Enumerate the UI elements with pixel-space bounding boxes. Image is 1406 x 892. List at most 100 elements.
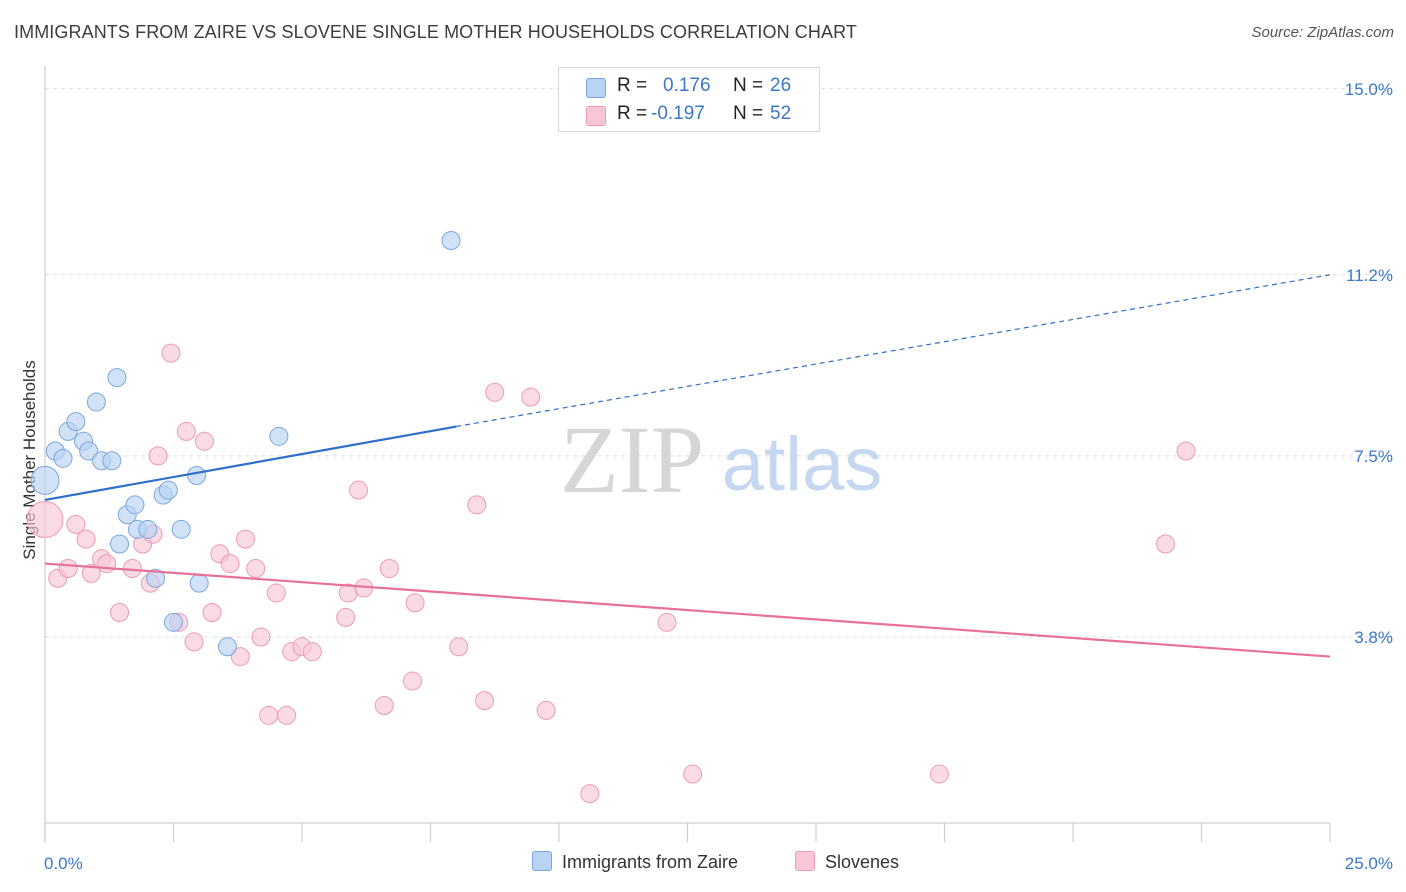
data-point-zaire [107, 368, 127, 388]
data-point-zaire [138, 519, 158, 539]
legend-n-value: 52 [770, 103, 792, 124]
data-point-slovenes [929, 764, 949, 784]
series-slovenes [26, 343, 1196, 804]
data-point-slovenes [374, 696, 394, 716]
trend-lines [44, 274, 1331, 658]
data-point-slovenes [66, 514, 86, 534]
data-point-slovenes [1156, 534, 1176, 554]
data-point-zaire [30, 465, 60, 495]
x-tick-labels: 0.0% 25.0% [44, 854, 1393, 873]
legend-swatch-zaire [532, 851, 552, 871]
legend-swatch-slovenes [586, 106, 606, 126]
series-zaire [30, 231, 461, 657]
legend-label-slovenes: Slovenes [825, 852, 900, 872]
legend-r-value: -0.197 [651, 103, 705, 124]
data-point-slovenes [449, 637, 469, 657]
data-point-slovenes [76, 529, 96, 549]
data-point-zaire [79, 441, 99, 461]
data-point-slovenes [266, 583, 286, 603]
data-point-zaire [187, 465, 207, 485]
trend-line-zaire-extrapolated [456, 274, 1331, 428]
data-point-zaire [171, 519, 191, 539]
data-point-slovenes [259, 705, 279, 725]
data-point-zaire [269, 426, 289, 446]
data-point-slovenes [26, 501, 64, 539]
legend-swatch-zaire [586, 78, 606, 98]
data-point-zaire [164, 612, 183, 632]
chart-title: IMMIGRANTS FROM ZAIRE VS SLOVENE SINGLE … [14, 22, 857, 42]
watermark: ZIP atlas [560, 406, 882, 513]
x-tick-label: 0.0% [44, 854, 83, 873]
watermark-zip: ZIP [560, 406, 704, 513]
legend-r-value: 0.176 [663, 75, 711, 96]
data-point-slovenes [580, 784, 600, 804]
data-point-slovenes [246, 558, 266, 578]
data-point-slovenes [521, 387, 541, 407]
data-point-slovenes [230, 647, 250, 667]
data-point-slovenes [220, 554, 240, 574]
data-point-slovenes [148, 446, 168, 466]
legend-swatch-slovenes [795, 851, 815, 871]
watermark-atlas: atlas [722, 422, 883, 507]
trend-line-zaire [44, 425, 457, 502]
data-point-slovenes [58, 558, 78, 578]
legend-label-zaire: Immigrants from Zaire [562, 852, 739, 872]
legend-r-label: R = [617, 75, 648, 96]
data-point-slovenes [474, 691, 494, 711]
data-point-slovenes [184, 632, 204, 652]
data-point-slovenes [302, 642, 322, 662]
legend-n-value: 26 [770, 75, 792, 96]
data-point-zaire [189, 573, 209, 593]
legend-n-label: N = [733, 103, 764, 124]
data-point-slovenes [467, 495, 487, 515]
data-point-zaire [53, 448, 73, 468]
data-point-slovenes [176, 421, 196, 441]
data-point-slovenes [161, 343, 181, 363]
data-point-zaire [158, 480, 178, 500]
data-point-slovenes [403, 671, 423, 691]
trend-line-slovenes [44, 562, 1331, 658]
axes [44, 66, 1331, 843]
data-point-zaire [86, 392, 106, 412]
data-point-slovenes [536, 700, 556, 720]
data-point-slovenes [194, 431, 214, 451]
data-point-slovenes [379, 558, 399, 578]
data-point-slovenes [110, 603, 130, 623]
data-point-slovenes [485, 382, 505, 402]
data-point-zaire [66, 412, 86, 432]
data-point-zaire [125, 495, 145, 515]
y-tick-label: 15.0% [1345, 80, 1393, 99]
data-point-slovenes [235, 529, 255, 549]
legend-row-slovenes: R = -0.197 N = 52 [559, 102, 819, 130]
y-tick-labels: 3.8% 7.5% 11.2% 15.0% [1345, 80, 1393, 647]
data-point-slovenes [683, 764, 703, 784]
y-tick-label: 11.2% [1346, 266, 1393, 285]
data-point-slovenes [97, 554, 117, 574]
y-tick-label: 3.8% [1354, 628, 1393, 647]
legend-row-zaire: R = 0.176 N = 26 [559, 74, 819, 102]
data-point-slovenes [277, 705, 297, 725]
data-point-slovenes [202, 603, 222, 623]
legend-item-slovenes: Slovenes [795, 851, 899, 873]
legend-n-label: N = [733, 75, 764, 96]
correlation-legend: R = 0.176 N = 26 R = -0.197 N = 52 [558, 67, 820, 132]
legend-r-label: R = [617, 103, 648, 124]
data-point-slovenes [251, 627, 271, 647]
data-point-slovenes [349, 480, 369, 500]
data-point-zaire [441, 231, 461, 251]
legend-item-zaire: Immigrants from Zaire [532, 851, 738, 873]
gridlines [45, 88, 1392, 638]
data-point-zaire [102, 451, 122, 471]
data-point-zaire [146, 568, 166, 588]
data-point-slovenes [657, 612, 677, 632]
data-point-slovenes [1176, 441, 1196, 461]
y-tick-label: 7.5% [1354, 447, 1393, 466]
data-point-slovenes [81, 563, 101, 583]
data-point-zaire [217, 637, 237, 657]
x-tick-label: 25.0% [1345, 854, 1393, 873]
source-credit: Source: ZipAtlas.com [1251, 24, 1394, 41]
data-point-slovenes [336, 607, 356, 627]
data-point-zaire [110, 534, 130, 554]
data-point-slovenes [405, 593, 425, 613]
